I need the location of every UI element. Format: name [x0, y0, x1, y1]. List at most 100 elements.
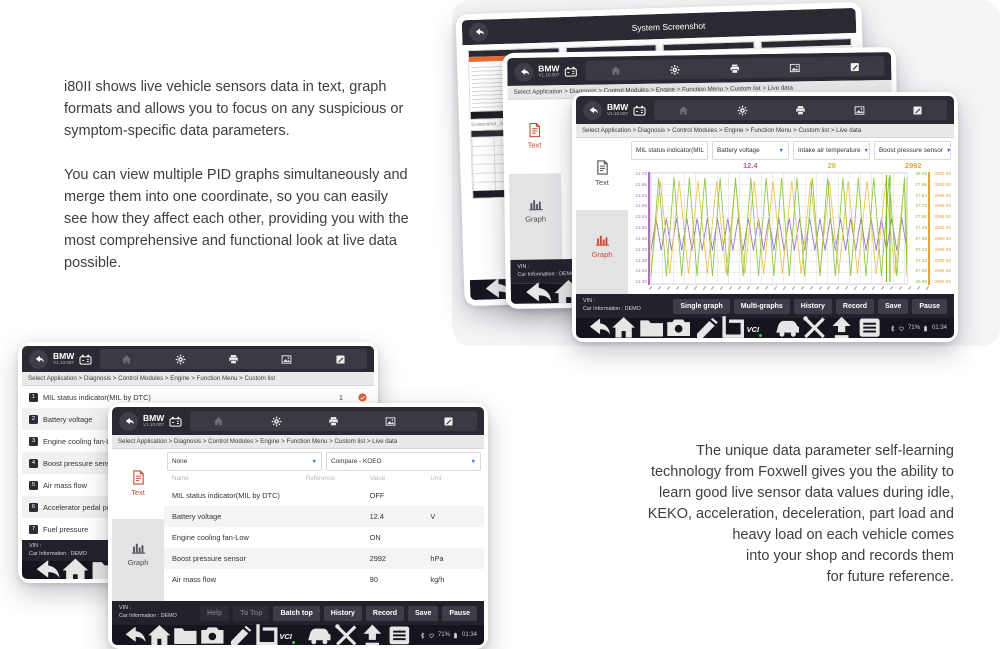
car-icon[interactable] — [306, 622, 333, 645]
toolbar-button[interactable]: Multi-graphs — [733, 298, 790, 314]
pid-dropdown[interactable]: MIL status indicator(MIL — [631, 141, 708, 160]
tab-text[interactable]: Text — [576, 138, 628, 210]
back-button[interactable] — [468, 22, 489, 43]
app-version: V1.10.007 — [143, 422, 164, 428]
filter-dropdown[interactable]: Compare - KOEO — [326, 452, 481, 471]
toolbar-button[interactable]: Save — [408, 605, 439, 621]
home-icon[interactable] — [610, 314, 637, 338]
up-icon[interactable] — [359, 622, 386, 645]
note-icon[interactable] — [849, 61, 860, 72]
tools-icon[interactable] — [801, 314, 828, 338]
printer-icon[interactable] — [328, 416, 339, 427]
folder-icon[interactable] — [172, 622, 199, 645]
gear-icon[interactable] — [271, 416, 282, 427]
vin-label: VIN : — [29, 542, 41, 549]
image-icon[interactable] — [385, 416, 396, 427]
home-icon[interactable] — [678, 105, 689, 116]
printer-icon[interactable] — [795, 105, 806, 116]
printer-icon[interactable] — [729, 63, 740, 74]
document-icon — [595, 160, 610, 175]
toolbar-button[interactable]: Batch top — [273, 605, 320, 621]
toolbar-button[interactable]: Pause — [442, 605, 477, 621]
header-toolbar — [100, 349, 367, 369]
gear-icon[interactable] — [670, 64, 681, 75]
toolbar-button[interactable]: Help — [200, 605, 230, 621]
vci-icon[interactable]: VCI — [747, 319, 774, 337]
image-icon[interactable] — [789, 62, 800, 73]
toolbar-button[interactable]: History — [323, 605, 362, 621]
toolbar-button[interactable]: Single graph — [673, 298, 730, 314]
journal-icon[interactable] — [692, 314, 719, 338]
header-toolbar — [654, 100, 947, 120]
note-icon[interactable] — [335, 354, 346, 365]
journal-icon[interactable] — [226, 622, 253, 645]
back-icon[interactable] — [477, 272, 513, 301]
crop-icon[interactable] — [719, 314, 746, 338]
image-icon[interactable] — [281, 354, 292, 365]
vci-icon[interactable]: VCI — [279, 626, 306, 644]
home-icon[interactable] — [146, 622, 173, 645]
toolbar-button[interactable]: Pause — [912, 298, 947, 314]
toolbar-button[interactable]: Save — [878, 298, 909, 314]
toolbar-button[interactable]: History — [793, 298, 832, 314]
back-icon[interactable] — [583, 314, 611, 338]
table-row[interactable]: Battery voltage 12.4 V — [164, 506, 484, 527]
back-button[interactable] — [514, 62, 534, 82]
toolbar-button[interactable]: To Top — [233, 605, 270, 621]
toolbar-button[interactable]: Record — [835, 298, 875, 314]
table-row[interactable]: Engine cooling fan-Low ON — [164, 527, 484, 548]
camera-icon[interactable] — [199, 622, 226, 645]
gear-icon[interactable] — [737, 105, 748, 116]
home-icon[interactable] — [610, 65, 621, 76]
cell-value: ON — [369, 533, 381, 542]
pid-dropdown[interactable]: Battery voltage — [712, 141, 789, 160]
tab-graph[interactable]: Graph — [509, 173, 562, 247]
tab-graph[interactable]: Graph — [112, 519, 164, 589]
back-button[interactable] — [583, 100, 602, 120]
back-icon[interactable] — [119, 622, 146, 645]
tools-icon[interactable] — [333, 622, 360, 645]
home-icon[interactable] — [121, 354, 132, 365]
note-icon[interactable] — [443, 416, 454, 427]
table-row[interactable]: Boost pressure sensor 2992 hPa — [164, 548, 484, 569]
table-toolbar: Help To Top Batch top History Record Save Paus… — [200, 605, 477, 621]
back-icon[interactable] — [29, 555, 60, 579]
menu-icon[interactable] — [386, 622, 413, 645]
toolbar-button[interactable]: Record — [365, 605, 405, 621]
back-icon[interactable] — [518, 277, 552, 304]
breadcrumb: Select Application > Diagnosis > Control… — [112, 435, 484, 449]
back-button[interactable] — [29, 349, 48, 369]
image-icon[interactable] — [854, 105, 865, 116]
chevron-down-icon — [471, 459, 476, 465]
pid-dropdown[interactable]: Intake air temperature — [793, 141, 870, 160]
filter-dropdown[interactable]: None — [167, 452, 322, 471]
car-icon[interactable] — [774, 314, 801, 338]
camera-icon[interactable] — [665, 314, 692, 338]
gear-icon[interactable] — [175, 354, 186, 365]
pid-dropdown[interactable]: Boost pressure sensor — [874, 141, 951, 160]
row-number: 7 — [29, 524, 38, 534]
chevron-down-icon — [779, 148, 784, 154]
column-header: Value — [369, 475, 386, 482]
chevron-down-icon — [707, 148, 708, 154]
graph-plot-area[interactable] — [650, 172, 908, 285]
menu-icon[interactable] — [856, 314, 883, 338]
tab-graph[interactable]: Graph — [576, 210, 628, 282]
back-icon — [587, 105, 598, 116]
document-icon — [527, 123, 542, 138]
table-row[interactable]: MIL status indicator(MIL by DTC) OFF — [164, 485, 484, 506]
view-sidebar: Text Graph — [507, 99, 563, 261]
tab-text[interactable]: Text — [507, 99, 561, 174]
vci-box-icon — [633, 105, 646, 116]
folder-icon[interactable] — [638, 314, 665, 338]
crop-icon[interactable] — [253, 622, 280, 645]
home-icon[interactable] — [60, 555, 91, 579]
back-button[interactable] — [119, 411, 138, 431]
home-icon[interactable] — [213, 416, 224, 427]
printer-icon[interactable] — [228, 354, 239, 365]
table-row[interactable]: Air mass flow 90 kg/h — [164, 569, 484, 590]
pid-list-row[interactable]: 1 MIL status indicator(MIL by DTC) 1 — [22, 386, 374, 408]
note-icon[interactable] — [912, 105, 923, 116]
up-icon[interactable] — [828, 314, 855, 338]
tab-text[interactable]: Text — [112, 449, 164, 519]
